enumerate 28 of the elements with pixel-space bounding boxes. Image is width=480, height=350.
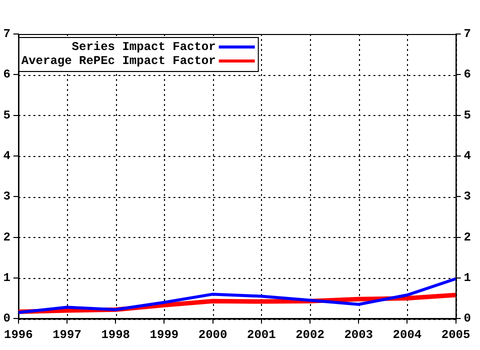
y2-tick-label: 5 <box>464 108 471 122</box>
y-tick-label: 5 <box>3 108 10 122</box>
y-tick-label: 2 <box>3 230 10 244</box>
x-tick-label: 1997 <box>52 328 82 342</box>
y-tick-label: 6 <box>3 68 10 82</box>
y-tick-label: 1 <box>3 270 10 285</box>
x-tick-label: 1998 <box>101 328 130 342</box>
y-tick-label: 3 <box>3 190 10 204</box>
x-tick-label: 2003 <box>344 328 374 342</box>
y-tick-label: 7 <box>3 27 10 42</box>
y-tick-label: 4 <box>3 148 10 163</box>
x-tick-label: 2001 <box>246 328 276 342</box>
y2-tick-label: 7 <box>464 27 471 42</box>
legend-label: Average RePEc Impact Factor <box>21 54 216 68</box>
y2-tick-label: 6 <box>464 68 471 82</box>
y-tick-label: 0 <box>3 312 10 326</box>
x-tick-label: 1996 <box>4 328 33 342</box>
y2-tick-label: 4 <box>464 148 471 163</box>
y2-tick-label: 3 <box>464 190 471 204</box>
x-tick-label: 2000 <box>198 328 228 342</box>
x-tick-label: 2005 <box>441 328 470 342</box>
legend-label: Series Impact Factor <box>72 40 216 54</box>
x-tick-label: 2002 <box>296 328 324 342</box>
x-tick-label: 1999 <box>150 328 179 342</box>
y2-tick-label: 2 <box>464 230 471 244</box>
x-tick-label: 2004 <box>392 328 422 342</box>
y2-tick-label: 1 <box>464 270 471 285</box>
y2-tick-label: 0 <box>464 312 471 326</box>
